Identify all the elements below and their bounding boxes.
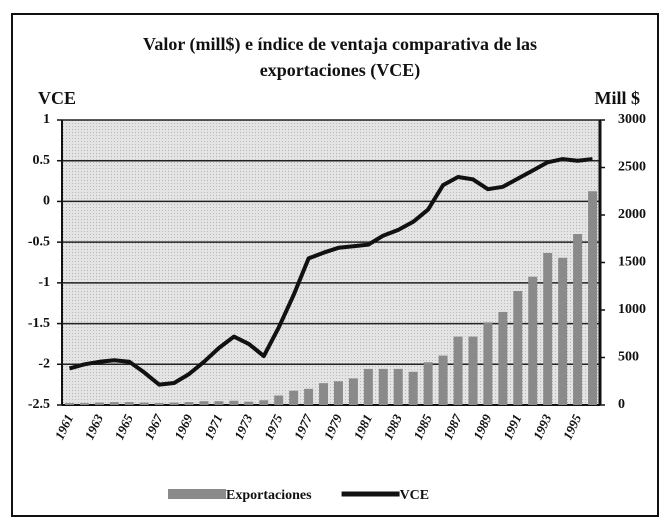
plot-background bbox=[62, 120, 600, 405]
bar bbox=[154, 403, 164, 405]
bar bbox=[588, 191, 598, 405]
y-tick-label: -2 bbox=[38, 357, 50, 372]
x-tick-label: 1987 bbox=[440, 411, 465, 441]
y-tick-label: -1.5 bbox=[28, 316, 50, 331]
x-tick-label: 1983 bbox=[380, 411, 405, 441]
y2-tick-label: 2500 bbox=[618, 160, 646, 175]
y2-axis-label: Mill $ bbox=[595, 88, 641, 108]
x-tick-label: 1963 bbox=[81, 411, 106, 441]
bar bbox=[79, 403, 89, 405]
bar bbox=[378, 368, 388, 405]
bar bbox=[139, 402, 149, 405]
x-tick-label: 1981 bbox=[350, 412, 375, 442]
y2-tick-label: 1500 bbox=[618, 255, 646, 270]
y2-tick-label: 500 bbox=[618, 350, 639, 365]
bar bbox=[169, 402, 179, 405]
x-tick-label: 1989 bbox=[470, 411, 495, 441]
bar bbox=[393, 368, 403, 405]
x-tick-label: 1991 bbox=[500, 412, 525, 442]
y2-tick-label: 0 bbox=[618, 397, 625, 412]
x-tick-label: 1975 bbox=[261, 411, 286, 441]
x-tick-label: 1967 bbox=[141, 411, 166, 441]
y-tick-label: -1 bbox=[38, 275, 50, 290]
legend-label: Exportaciones bbox=[226, 488, 312, 503]
bar bbox=[453, 336, 463, 405]
bar bbox=[558, 257, 568, 405]
x-tick-label: 1971 bbox=[201, 412, 226, 442]
bar bbox=[124, 402, 134, 405]
bar bbox=[94, 402, 104, 405]
bar bbox=[363, 368, 373, 405]
bar bbox=[259, 400, 269, 405]
bar bbox=[214, 401, 224, 405]
x-tick-label: 1961 bbox=[52, 412, 77, 442]
x-tick-label: 1973 bbox=[231, 411, 256, 441]
bar bbox=[109, 402, 119, 405]
legend-swatch bbox=[168, 489, 226, 499]
y2-tick-label: 3000 bbox=[618, 112, 646, 127]
y-axis-label: VCE bbox=[38, 88, 76, 108]
y-tick-label: -2.5 bbox=[28, 397, 50, 412]
legend-label: VCE bbox=[400, 488, 430, 503]
x-tick-label: 1969 bbox=[171, 411, 196, 441]
bar bbox=[483, 322, 493, 405]
bar bbox=[184, 402, 194, 405]
bar bbox=[304, 388, 314, 405]
bar bbox=[438, 355, 448, 405]
y-tick-label: 0.5 bbox=[33, 153, 51, 168]
y-tick-label: 0 bbox=[43, 194, 50, 209]
frame bbox=[11, 13, 659, 517]
bar bbox=[289, 390, 299, 405]
bar bbox=[274, 395, 284, 405]
y2-tick-label: 1000 bbox=[618, 302, 646, 317]
bar bbox=[528, 276, 538, 405]
x-tick-label: 1995 bbox=[560, 411, 585, 441]
bar bbox=[573, 234, 583, 405]
bar bbox=[229, 400, 239, 405]
bar bbox=[199, 401, 209, 405]
y-tick-label: 1 bbox=[43, 112, 50, 127]
x-tick-label: 1965 bbox=[111, 411, 136, 441]
bar bbox=[408, 371, 418, 405]
bar bbox=[319, 383, 329, 405]
bar bbox=[244, 401, 254, 405]
bar bbox=[498, 311, 508, 405]
chart-title: exportaciones (VCE) bbox=[260, 60, 420, 81]
bar bbox=[513, 291, 523, 405]
x-tick-label: 1993 bbox=[530, 411, 555, 441]
bar bbox=[333, 381, 343, 405]
x-tick-label: 1985 bbox=[410, 411, 435, 441]
chart-title: Valor (mill$) e índice de ventaja compar… bbox=[143, 34, 537, 55]
bar bbox=[348, 378, 358, 405]
y2-tick-label: 2000 bbox=[618, 207, 646, 222]
y-tick-label: -0.5 bbox=[28, 234, 50, 249]
x-tick-label: 1979 bbox=[321, 411, 346, 441]
bar bbox=[468, 336, 478, 405]
bar bbox=[543, 253, 553, 405]
bar bbox=[64, 403, 74, 405]
x-tick-label: 1977 bbox=[291, 411, 316, 441]
bar bbox=[423, 362, 433, 405]
line bbox=[68, 157, 593, 387]
